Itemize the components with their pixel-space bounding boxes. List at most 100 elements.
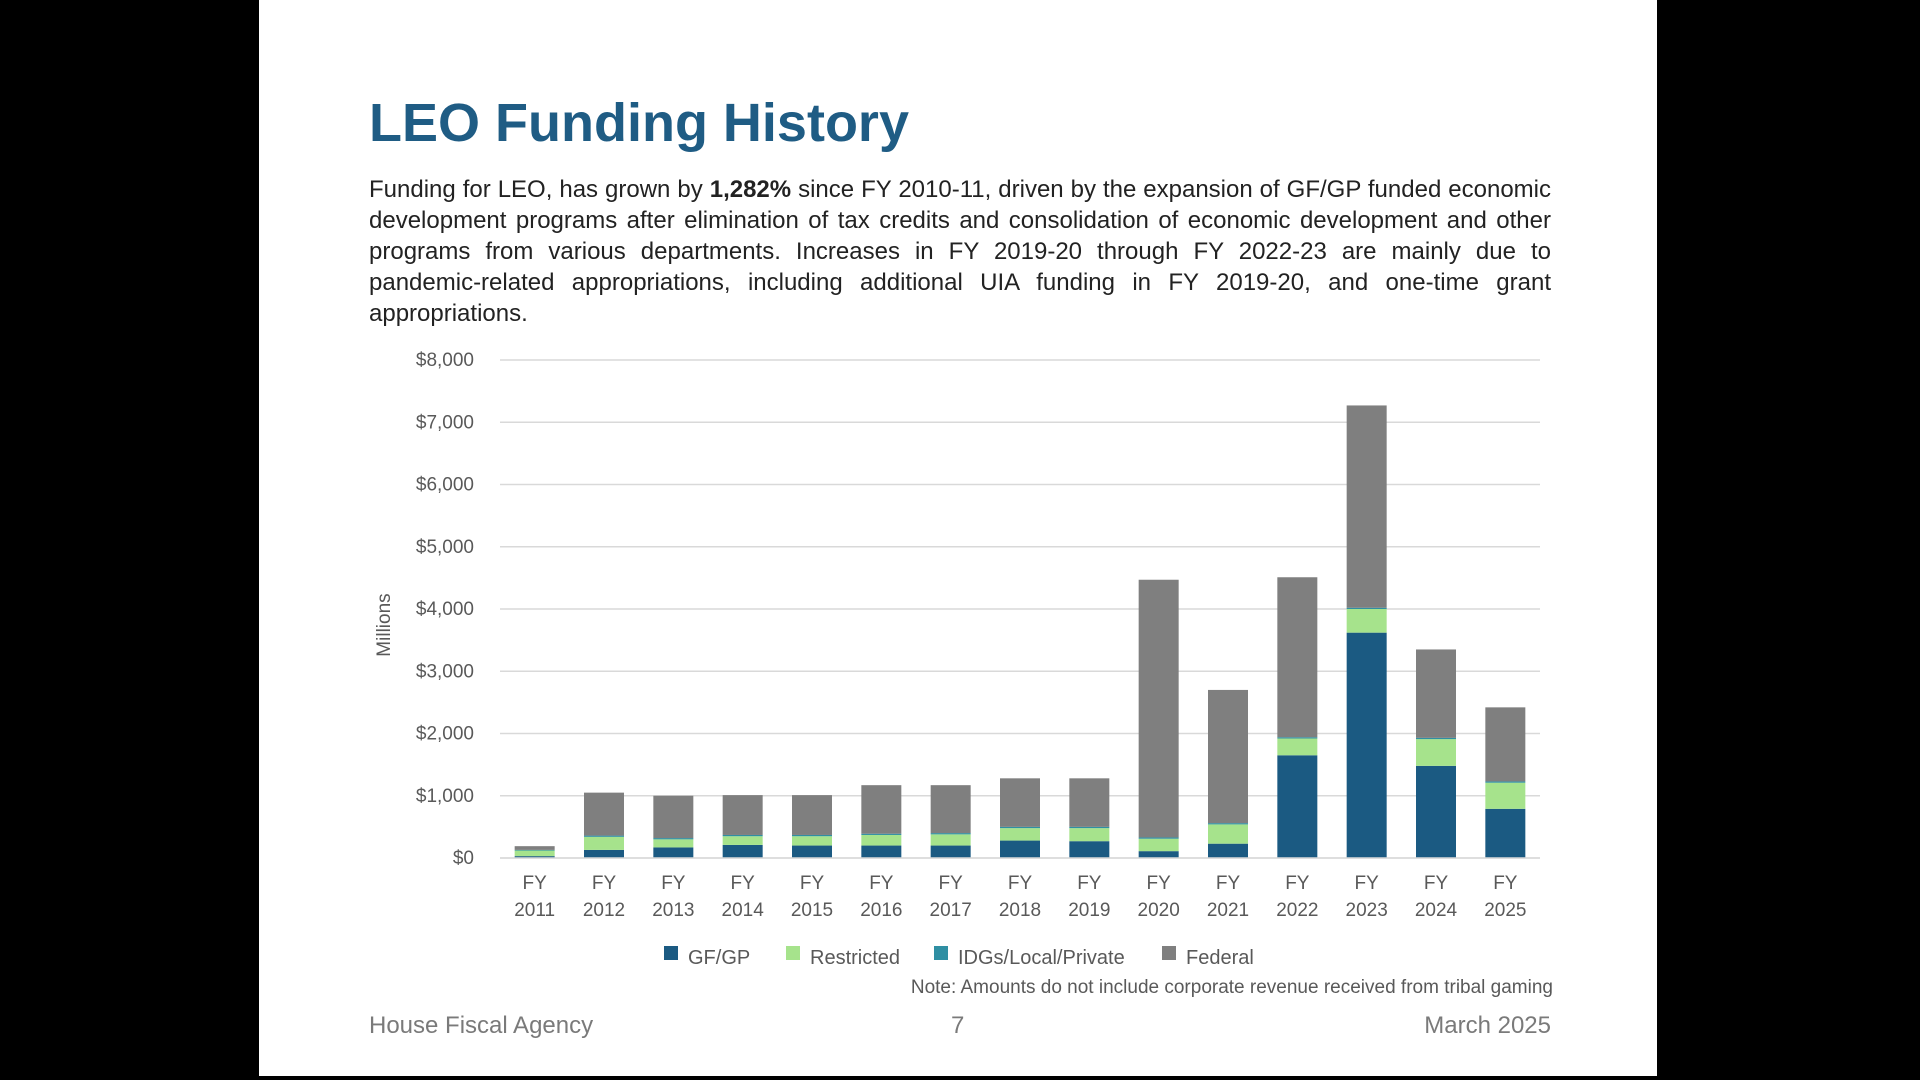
bar-segment [1138, 838, 1179, 852]
bar-segment [1485, 707, 1526, 782]
bar-segment [584, 835, 624, 837]
slide-title: LEO Funding History [369, 93, 909, 153]
y-tick-label: $6,000 [416, 475, 474, 496]
bar-segment [1069, 826, 1110, 829]
bar-segment [861, 833, 902, 835]
growth-percent: 1,282% [709, 176, 792, 203]
intro-text-start: Funding for LEO, has grown by [369, 176, 710, 203]
bar-segment [792, 795, 832, 835]
x-tick-label: 2025 [1484, 900, 1526, 921]
bar-segment [1485, 782, 1526, 809]
bar-segment [792, 834, 832, 837]
bar-segment [1277, 577, 1318, 738]
slide: LEO Funding History Funding for LEO, has… [259, 0, 1657, 1076]
bar-segment [1346, 609, 1387, 633]
x-tick-label: FY [939, 873, 964, 894]
footer-date: March 2025 [1424, 1012, 1551, 1039]
bar-segment [1277, 738, 1318, 756]
bar-segment [1000, 826, 1040, 829]
chart-note: Note: Amounts do not include corporate r… [910, 977, 1553, 998]
bar-segment [1069, 841, 1110, 858]
bar-segment [930, 845, 971, 858]
bar-segment [653, 839, 694, 848]
bar-segment [1485, 781, 1526, 783]
bar-segment [514, 856, 555, 858]
y-tick-label: $7,000 [416, 412, 474, 433]
bar-segment [1346, 632, 1387, 858]
bar-segment [792, 836, 832, 846]
x-tick-label: 2017 [930, 900, 972, 921]
bar-segment [861, 834, 902, 846]
x-tick-label: 2018 [999, 900, 1041, 921]
bar-segment [1346, 607, 1387, 609]
bar-segment [584, 836, 624, 850]
y-tick-label: $5,000 [416, 537, 474, 558]
x-tick-label: FY [731, 873, 756, 894]
intro-paragraph: Funding for LEO, has grown by 1,282% sin… [369, 174, 1551, 329]
x-tick-label: 2020 [1138, 900, 1180, 921]
x-tick-label: FY [1285, 873, 1310, 894]
bar-segment [722, 795, 763, 835]
x-tick-label: FY [1216, 873, 1241, 894]
x-tick-label: FY [1008, 873, 1033, 894]
bar-segment [1485, 808, 1526, 858]
bar-segment [1069, 828, 1110, 842]
bar-segment [514, 849, 555, 851]
bar-segment [722, 844, 763, 858]
legend-label: Federal [1186, 947, 1254, 969]
y-tick-label: $2,000 [416, 724, 474, 745]
y-tick-label: $1,000 [416, 786, 474, 807]
x-tick-label: FY [661, 873, 686, 894]
x-tick-label: 2016 [860, 900, 902, 921]
legend-swatch [1162, 946, 1176, 960]
x-tick-label: 2014 [722, 900, 765, 921]
y-tick-label: $8,000 [416, 350, 474, 371]
y-axis-label: Millions [374, 593, 395, 656]
bar-segment [1346, 405, 1387, 608]
x-tick-label: 2023 [1346, 900, 1388, 921]
bar-segment [1416, 649, 1456, 738]
bar-segment [1208, 843, 1248, 858]
legend-label: Restricted [810, 947, 900, 969]
bar-segment [653, 838, 694, 840]
legend-swatch [664, 946, 678, 960]
bar-segment [930, 834, 971, 846]
bar-segment [514, 846, 555, 850]
x-tick-label: 2013 [652, 900, 694, 921]
x-tick-label: FY [1147, 873, 1172, 894]
y-tick-label: $3,000 [416, 661, 474, 682]
bar-segment [1208, 824, 1248, 844]
bar-segment [514, 850, 555, 857]
bar-segment [1138, 851, 1179, 858]
bar-segment [584, 849, 624, 858]
bar-segment [653, 795, 694, 839]
bar-segment [1000, 778, 1040, 827]
x-tick-label: 2012 [583, 900, 625, 921]
y-tick-label: $4,000 [416, 599, 474, 620]
x-tick-label: FY [1077, 873, 1102, 894]
y-tick-label: $0 [453, 848, 474, 869]
footer-agency: House Fiscal Agency [369, 1012, 594, 1039]
bar-segment [1208, 823, 1248, 825]
intro-text-rest: since FY 2010-11, driven by the expansio… [369, 176, 1551, 327]
bar-segment [1416, 737, 1456, 740]
legend-label: GF/GP [688, 947, 750, 969]
x-tick-label: 2022 [1276, 900, 1318, 921]
bar-segment [1000, 840, 1040, 858]
legend-swatch [786, 946, 800, 960]
bar-segment [1416, 739, 1456, 766]
x-tick-label: 2019 [1068, 900, 1110, 921]
bar-segment [1069, 778, 1110, 827]
bar-segment [861, 785, 902, 834]
x-tick-label: 2024 [1415, 900, 1458, 921]
bar-segment [1277, 755, 1318, 858]
x-tick-label: FY [869, 873, 894, 894]
legend-swatch [934, 946, 948, 960]
bar-segment [930, 785, 971, 834]
bar-segment [584, 792, 624, 836]
legend-label: IDGs/Local/Private [958, 947, 1125, 969]
bar-segment [1138, 837, 1179, 839]
x-tick-label: FY [1493, 873, 1518, 894]
x-tick-label: 2011 [514, 900, 555, 921]
